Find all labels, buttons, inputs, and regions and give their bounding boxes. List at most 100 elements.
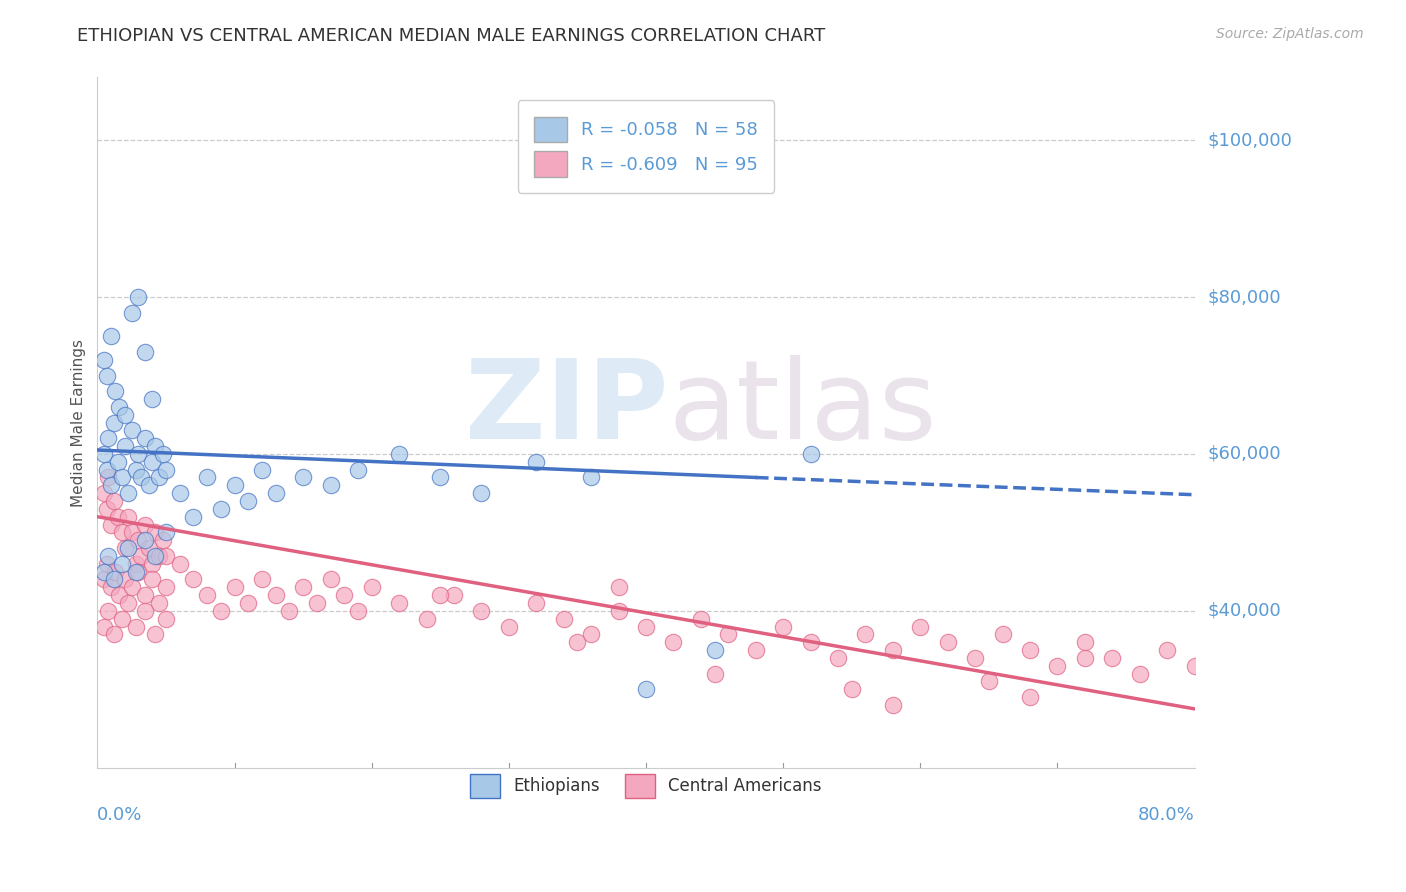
Point xyxy=(169,486,191,500)
Point xyxy=(292,580,315,594)
Point xyxy=(169,557,191,571)
Point xyxy=(114,573,136,587)
Point xyxy=(148,549,170,563)
Point xyxy=(209,501,232,516)
Point xyxy=(155,549,177,563)
Point xyxy=(97,604,120,618)
Point xyxy=(138,541,160,555)
Point xyxy=(103,494,125,508)
Point xyxy=(209,604,232,618)
Text: ZIP: ZIP xyxy=(464,355,668,462)
Text: $80,000: $80,000 xyxy=(1208,288,1281,306)
Point xyxy=(100,580,122,594)
Point xyxy=(855,627,877,641)
Point xyxy=(1156,643,1178,657)
Point xyxy=(882,698,904,712)
Point xyxy=(100,329,122,343)
Point xyxy=(128,290,150,304)
Point xyxy=(524,455,547,469)
Point xyxy=(429,470,451,484)
Point xyxy=(264,588,287,602)
Point xyxy=(634,682,657,697)
Point xyxy=(910,619,932,633)
Point xyxy=(689,612,711,626)
Point xyxy=(429,588,451,602)
Point xyxy=(128,447,150,461)
Point xyxy=(97,431,120,445)
Text: 80.0%: 80.0% xyxy=(1137,805,1195,823)
Point xyxy=(772,619,794,633)
Point xyxy=(93,573,115,587)
Point xyxy=(125,565,148,579)
Point xyxy=(183,573,205,587)
Point xyxy=(305,596,328,610)
Point xyxy=(97,549,120,563)
Point xyxy=(333,588,356,602)
Point xyxy=(121,306,143,320)
Point xyxy=(224,580,246,594)
Point xyxy=(103,627,125,641)
Point xyxy=(93,619,115,633)
Point xyxy=(148,596,170,610)
Y-axis label: Median Male Earnings: Median Male Earnings xyxy=(72,339,86,507)
Point xyxy=(717,627,740,641)
Point xyxy=(93,352,115,367)
Point xyxy=(155,462,177,476)
Point xyxy=(498,619,520,633)
Point xyxy=(93,565,115,579)
Point xyxy=(108,400,131,414)
Point xyxy=(93,447,115,461)
Point xyxy=(111,557,134,571)
Point xyxy=(360,580,382,594)
Point xyxy=(238,494,260,508)
Point xyxy=(93,486,115,500)
Point xyxy=(141,573,163,587)
Point xyxy=(100,478,122,492)
Point xyxy=(744,643,766,657)
Point xyxy=(567,635,589,649)
Point xyxy=(155,580,177,594)
Point xyxy=(224,478,246,492)
Point xyxy=(100,517,122,532)
Point xyxy=(703,666,725,681)
Point xyxy=(148,470,170,484)
Point xyxy=(96,462,118,476)
Point xyxy=(117,486,139,500)
Point xyxy=(579,627,602,641)
Point xyxy=(125,462,148,476)
Point xyxy=(1074,651,1097,665)
Point xyxy=(103,416,125,430)
Point xyxy=(250,462,273,476)
Point xyxy=(1019,643,1042,657)
Point xyxy=(143,439,166,453)
Point xyxy=(141,557,163,571)
Point xyxy=(111,525,134,540)
Point xyxy=(96,557,118,571)
Point xyxy=(388,447,411,461)
Point xyxy=(841,682,863,697)
Point xyxy=(195,470,218,484)
Point xyxy=(319,478,342,492)
Point xyxy=(121,525,143,540)
Point xyxy=(97,470,120,484)
Point xyxy=(415,612,437,626)
Point xyxy=(121,424,143,438)
Point xyxy=(607,604,630,618)
Point xyxy=(152,447,174,461)
Point xyxy=(470,486,492,500)
Point xyxy=(183,509,205,524)
Point xyxy=(143,525,166,540)
Point xyxy=(128,533,150,548)
Point xyxy=(96,368,118,383)
Point xyxy=(1129,666,1152,681)
Point xyxy=(882,643,904,657)
Point xyxy=(347,462,370,476)
Point xyxy=(104,565,127,579)
Point xyxy=(319,573,342,587)
Point xyxy=(991,627,1014,641)
Point xyxy=(1019,690,1042,705)
Point xyxy=(800,635,823,649)
Point xyxy=(250,573,273,587)
Point xyxy=(134,588,156,602)
Point xyxy=(965,651,987,665)
